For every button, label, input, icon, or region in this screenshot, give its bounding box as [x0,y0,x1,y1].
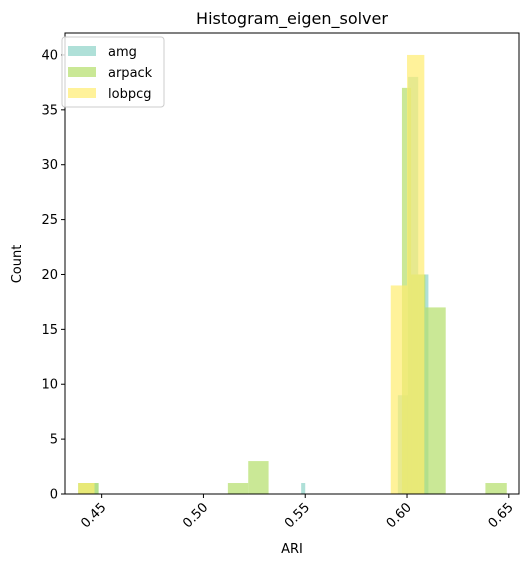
legend: amg arpack lobpcg [61,36,165,108]
legend-label-lobpcg: lobpcg [108,87,151,102]
y-tick-label: 35 [41,103,58,118]
y-tick-label: 30 [41,158,58,173]
x-tick-label: 0.50 [180,500,211,531]
bars-layer [78,54,507,495]
legend-label-amg: amg [108,45,137,60]
bar-arpack-1 [227,483,249,494]
plot-frame [64,32,520,495]
x-tick-label: 0.60 [384,500,415,531]
x-tick-label: 0.65 [486,500,517,531]
bar-arpack-6 [485,483,507,494]
legend-swatch-arpack [68,67,96,77]
bar-amg-1 [301,483,306,494]
y-axis: 0 5 10 15 20 25 30 35 40 [41,48,65,503]
y-tick-label: 15 [41,323,58,338]
y-tick-label: 40 [41,48,58,63]
x-axis-label: ARI [281,542,303,557]
x-tick-label: 0.55 [282,500,313,531]
y-tick-label: 10 [41,378,58,393]
legend-swatch-amg [68,46,96,56]
y-tick-label: 20 [41,268,58,283]
bar-arpack-2 [248,461,269,494]
chart-title: Histogram_eigen_solver [196,9,388,29]
x-tick-label: 0.45 [78,500,109,531]
bar-lobpcg-0 [78,483,95,494]
x-axis: 0.45 0.50 0.55 0.60 0.65 [78,494,517,531]
y-tick-label: 5 [50,433,58,448]
y-axis-label: Count [10,245,25,284]
bar-arpack-5 [425,307,446,494]
legend-swatch-lobpcg [68,88,96,98]
bar-lobpcg-2 [407,54,425,494]
bar-lobpcg-1 [390,285,408,494]
y-tick-label: 0 [50,488,58,503]
y-tick-label: 25 [41,213,58,228]
legend-label-arpack: arpack [108,66,153,81]
